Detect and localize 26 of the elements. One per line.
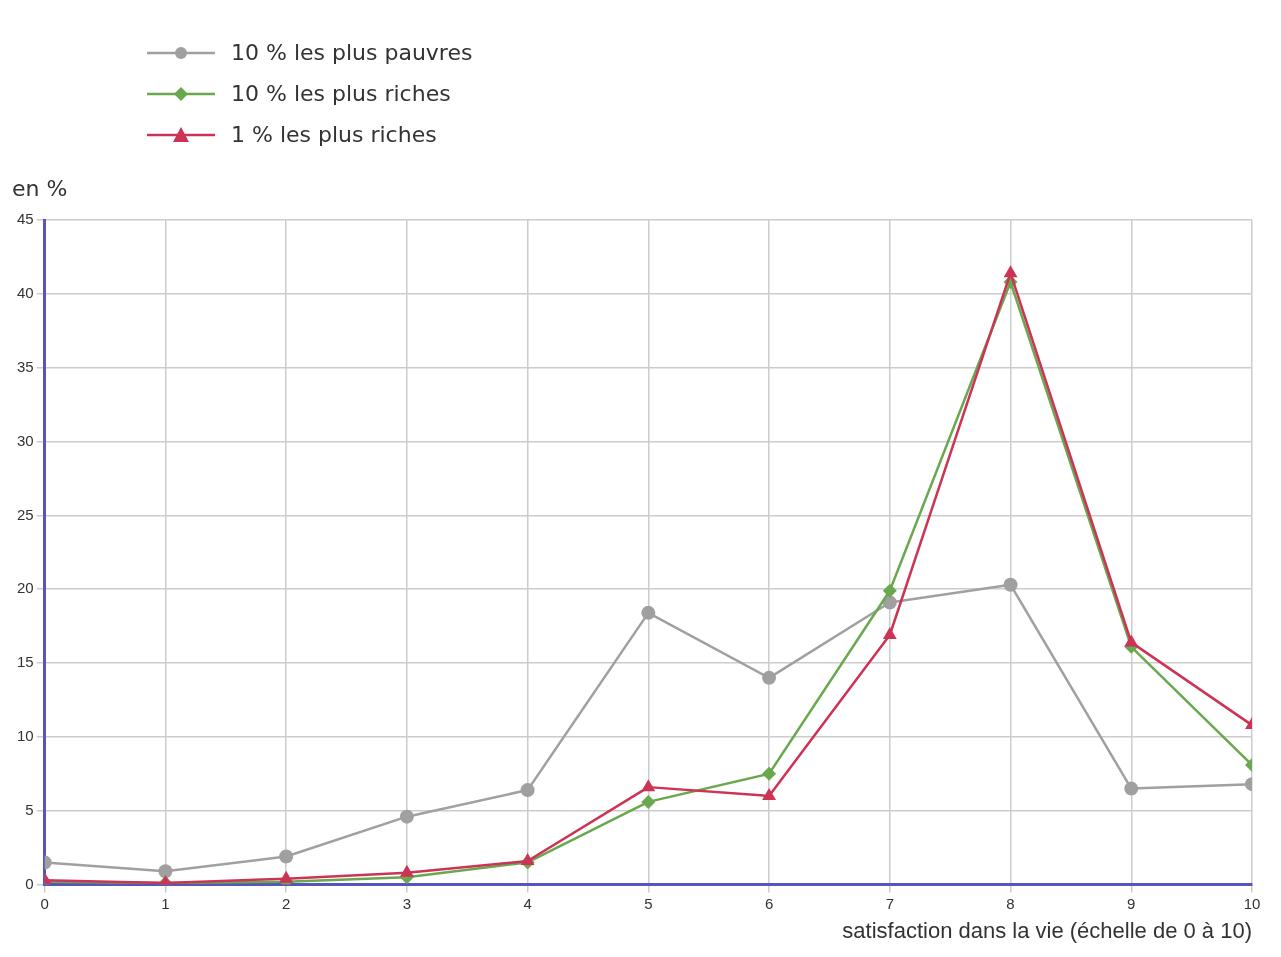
x-tick-label: 9: [1127, 894, 1136, 912]
y-tick-label: 20: [17, 579, 34, 597]
x-tick-label: 1: [161, 894, 170, 912]
legend-label: 10 % les plus riches: [231, 81, 451, 106]
y-tick-label: 5: [25, 800, 34, 818]
y-tick-label: 40: [17, 283, 34, 301]
x-tick-label: 8: [1006, 894, 1015, 912]
x-tick-label: 10: [1243, 894, 1261, 912]
x-tick-label: 7: [885, 894, 894, 912]
y-tick-label: 35: [17, 357, 34, 375]
legend-label: 10 % les plus pauvres: [231, 40, 473, 65]
y-tick-label: 15: [17, 653, 34, 671]
x-tick-label: 6: [764, 894, 774, 912]
y-tick-label: 30: [17, 431, 34, 449]
y-tick-label: 45: [17, 210, 34, 228]
x-tick-label: 0: [40, 894, 49, 912]
x-tick-label: 3: [402, 894, 412, 912]
legend-label: 1 % les plus riches: [231, 122, 437, 147]
y-axis-title: en %: [12, 176, 68, 201]
x-tick-label: 2: [281, 894, 291, 912]
y-tick-label: 25: [17, 505, 34, 523]
x-axis-title: satisfaction dans la vie (échelle de 0 à 10): [842, 917, 1252, 943]
y-tick-label: 10: [17, 727, 34, 745]
y-tick-label: 0: [25, 874, 34, 892]
x-tick-label: 5: [644, 894, 653, 912]
x-tick-label: 4: [523, 894, 532, 912]
